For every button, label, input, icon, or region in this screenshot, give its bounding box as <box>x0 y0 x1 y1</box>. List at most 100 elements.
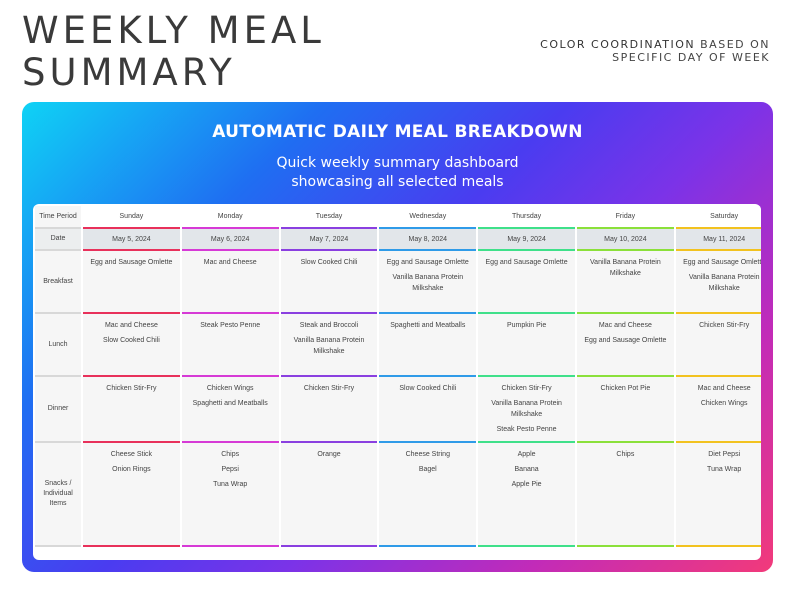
page-title-line2: SUMMARY <box>22 51 236 94</box>
date-cell-thursday: May 9, 2024 <box>478 229 575 251</box>
meal-item: Chicken Wings <box>700 400 748 407</box>
meal-item: Chicken Stir-Fry <box>699 322 750 329</box>
day-header-thursday: Thursday <box>478 206 575 229</box>
meal-item: Bagel <box>418 466 437 473</box>
meal-item: Cheese String <box>405 451 450 458</box>
breakfast-cell-thursday: Egg and Sausage Omlette <box>478 251 575 314</box>
meal-table: Time Period Date Breakfast Lunch Dinner … <box>35 206 761 558</box>
meal-item: Vanilla Banana Protein Milkshake <box>392 274 464 292</box>
meal-item: Slow Cooked Chili <box>102 337 160 344</box>
meal-item: Egg and Sausage Omlette <box>683 259 761 266</box>
dinner-cell-saturday: Mac and Cheese Chicken Wings <box>675 377 761 443</box>
subtitle-line2: SPECIFIC DAY OF WEEK <box>612 51 770 64</box>
meal-item: Mac and Cheese <box>104 322 158 329</box>
lunch-cell-sunday: Mac and Cheese Slow Cooked Chili <box>83 314 180 377</box>
meal-item: Tuna Wrap <box>213 481 248 488</box>
meal-item: Chips <box>616 451 635 458</box>
meal-item: Vanilla Banana Protein Milkshake <box>293 337 365 355</box>
meal-item: Onion Rings <box>112 466 151 473</box>
meal-item: Apple <box>517 451 536 458</box>
meal-item: Chicken Stir-Fry <box>501 385 552 392</box>
meal-item: Chips <box>221 451 240 458</box>
meal-table-card: Time Period Date Breakfast Lunch Dinner … <box>33 204 761 560</box>
snacks-cell-friday: Chips <box>576 443 674 547</box>
meal-item: Cheese Stick <box>110 451 153 458</box>
snacks-cell-thursday: Apple Banana Apple Pie <box>478 443 575 547</box>
date-cell-friday: May 10, 2024 <box>576 229 674 251</box>
date-cell-wednesday: May 8, 2024 <box>379 229 477 251</box>
snacks-cell-wednesday: Cheese String Bagel <box>379 443 477 547</box>
meal-item: Steak Pesto Penne <box>200 322 261 329</box>
subtitle-rest: BASED ON <box>695 38 770 51</box>
meal-item: Egg and Sausage Omlette <box>386 259 469 266</box>
meal-item: Tuna Wrap <box>707 466 742 473</box>
time-period-label: Time Period <box>35 206 81 229</box>
lunch-cell-thursday: Pumpkin Pie <box>478 314 575 377</box>
meal-item: Egg and Sausage Omlette <box>90 259 173 266</box>
dinner-cell-sunday: Chicken Stir-Fry <box>83 377 180 443</box>
meal-item: Mac and Cheese <box>598 322 652 329</box>
panel-heading: AUTOMATIC DAILY MEAL BREAKDOWN <box>212 122 583 142</box>
meal-item: Banana <box>514 466 539 473</box>
meal-item: Vanilla Banana Protein Milkshake <box>491 400 562 418</box>
breakfast-label: Breakfast <box>35 251 81 314</box>
snacks-cell-sunday: Cheese Stick Onion Rings <box>83 443 180 547</box>
meal-item: Mac and Cheese <box>697 385 751 392</box>
page-title: WEEKLY MEAL SUMMARY <box>22 10 442 94</box>
meal-item: Pepsi <box>221 466 239 473</box>
meal-item: Steak and Broccoli <box>299 322 359 329</box>
snacks-cell-saturday: Diet Pepsi Tuna Wrap <box>675 443 761 547</box>
meal-item: Diet Pepsi <box>708 451 741 458</box>
meal-item: Spaghetti and Meatballs <box>390 322 466 329</box>
date-cell-saturday: May 11, 2024 <box>675 229 761 251</box>
dinner-cell-friday: Chicken Pot Pie <box>576 377 674 443</box>
day-header-sunday: Sunday <box>83 206 180 229</box>
meal-item: Slow Cooked Chili <box>399 385 457 392</box>
date-cell-tuesday: May 7, 2024 <box>280 229 378 251</box>
subtitle-strong: COLOR COORDINATION <box>540 38 696 51</box>
breakfast-cell-sunday: Egg and Sausage Omlette <box>83 251 180 314</box>
breakfast-cell-tuesday: Slow Cooked Chili <box>280 251 378 314</box>
panel-sub-line2: showcasing all selected meals <box>291 174 504 190</box>
snacks-cell-tuesday: Orange <box>280 443 378 547</box>
day-header-tuesday: Tuesday <box>280 206 378 229</box>
meal-item: Chicken Pot Pie <box>600 385 651 392</box>
dinner-cell-thursday: Chicken Stir-Fry Vanilla Banana Protein M… <box>478 377 575 443</box>
meal-item: Egg and Sausage Omlette <box>485 259 568 266</box>
meal-item: Mac and Cheese <box>203 259 257 266</box>
snacks-label: Snacks / Individual Items <box>35 443 81 547</box>
lunch-cell-monday: Steak Pesto Penne <box>181 314 279 377</box>
meal-item: Pumpkin Pie <box>506 322 547 329</box>
meal-item: Orange <box>317 451 341 458</box>
meal-dashboard-panel: AUTOMATIC DAILY MEAL BREAKDOWN Quick wee… <box>22 102 773 572</box>
meal-item: Chicken Stir-Fry <box>106 385 157 392</box>
lunch-cell-tuesday: Steak and Broccoli Vanilla Banana Protein… <box>280 314 378 377</box>
dinner-cell-monday: Chicken Wings Spaghetti and Meatballs <box>181 377 279 443</box>
date-label: Date <box>35 229 81 251</box>
dinner-label: Dinner <box>35 377 81 443</box>
panel-subheading: Quick weekly summary dashboard showcasin… <box>22 154 773 192</box>
breakfast-cell-friday: Vanilla Banana Protein Milkshake <box>576 251 674 314</box>
breakfast-cell-saturday: Egg and Sausage Omlette Vanilla Banana Pr… <box>675 251 761 314</box>
date-cell-monday: May 6, 2024 <box>181 229 279 251</box>
meal-item: Slow Cooked Chili <box>300 259 358 266</box>
lunch-label: Lunch <box>35 314 81 377</box>
lunch-cell-saturday: Chicken Stir-Fry <box>675 314 761 377</box>
meal-item: Chicken Wings <box>206 385 254 392</box>
day-header-saturday: Saturday <box>675 206 761 229</box>
lunch-cell-wednesday: Spaghetti and Meatballs <box>379 314 477 377</box>
meal-item: Chicken Stir-Fry <box>303 385 355 392</box>
lunch-cell-friday: Mac and Cheese Egg and Sausage Omlette <box>576 314 674 377</box>
meal-item: Vanilla Banana Protein Milkshake <box>590 259 661 277</box>
panel-sub-line1: Quick weekly summary dashboard <box>276 155 519 171</box>
meal-item: Vanilla Banana Protein Milkshake <box>688 274 760 292</box>
meal-item: Spaghetti and Meatballs <box>192 400 268 407</box>
meal-item: Steak Pesto Penne <box>496 426 557 433</box>
date-cell-sunday: May 5, 2024 <box>83 229 180 251</box>
dinner-cell-wednesday: Slow Cooked Chili <box>379 377 477 443</box>
day-header-wednesday: Wednesday <box>379 206 477 229</box>
breakfast-cell-monday: Mac and Cheese <box>181 251 279 314</box>
snacks-cell-monday: Chips Pepsi Tuna Wrap <box>181 443 279 547</box>
dinner-cell-tuesday: Chicken Stir-Fry <box>280 377 378 443</box>
meal-item: Egg and Sausage Omlette <box>584 337 667 344</box>
